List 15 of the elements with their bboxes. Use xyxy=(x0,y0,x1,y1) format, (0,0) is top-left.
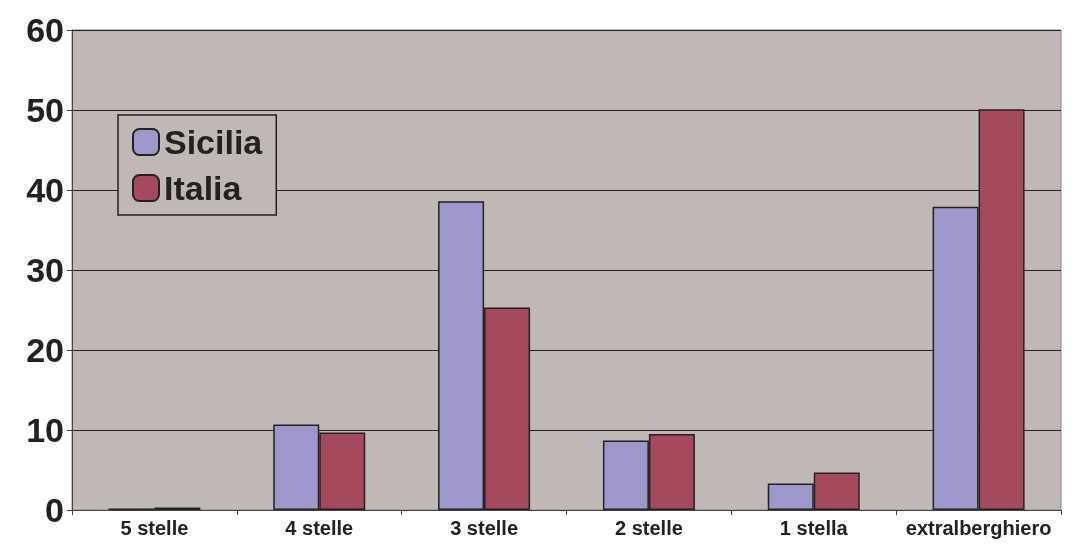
x-tick-label: 2 stelle xyxy=(615,517,683,539)
y-tick-label: 40 xyxy=(26,171,64,209)
x-tick-label: 1 stella xyxy=(779,517,849,539)
y-tick-label: 0 xyxy=(45,491,64,529)
x-tick-label: 3 stelle xyxy=(450,517,518,539)
y-tick-label: 20 xyxy=(26,331,64,369)
legend-label: Sicilia xyxy=(164,123,264,161)
y-tick-label: 30 xyxy=(26,251,64,289)
y-tick-label: 50 xyxy=(26,91,64,129)
y-tick-label: 10 xyxy=(26,411,64,449)
x-tick-label: extralberghiero xyxy=(905,517,1052,539)
legend-label: Italia xyxy=(164,169,243,207)
x-tick-label: 4 stelle xyxy=(285,517,354,539)
y-tick-label: 60 xyxy=(26,11,64,49)
x-tick-label: 5 stelle xyxy=(120,517,189,539)
